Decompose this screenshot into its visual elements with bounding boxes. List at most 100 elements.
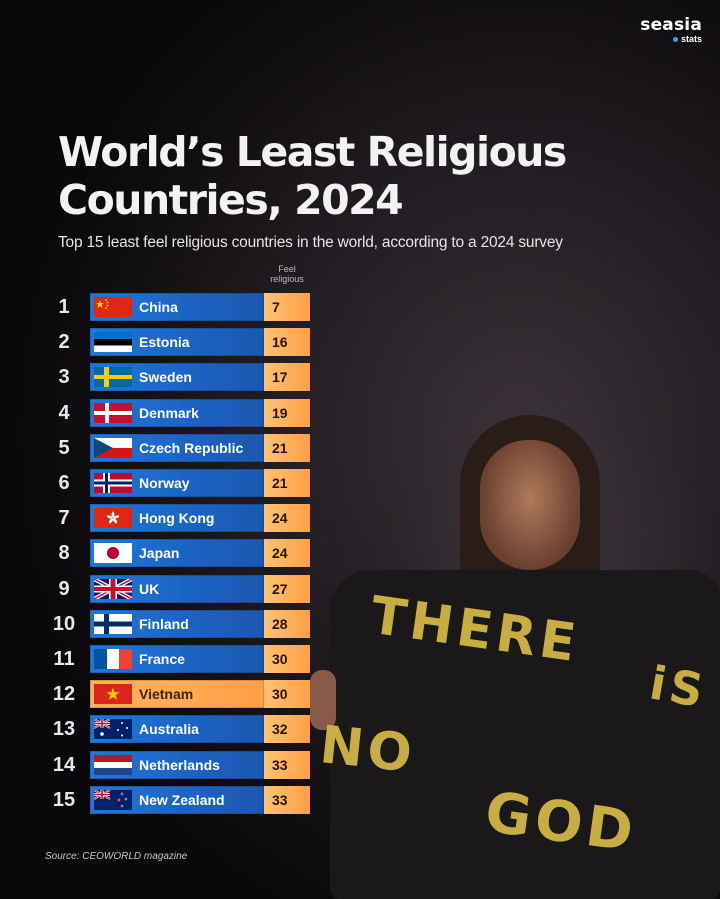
feel-religious-value: 30 xyxy=(264,645,310,673)
country-name: Hong Kong xyxy=(139,510,215,527)
hongkong-flag-icon xyxy=(94,508,132,529)
country-bar: Hong Kong xyxy=(90,504,264,533)
rank-number: 13 xyxy=(52,718,76,741)
rank-number: 9 xyxy=(58,577,70,600)
country-name: UK xyxy=(139,580,160,597)
table-row: 2 Estonia 16 xyxy=(0,328,320,357)
netherlands-flag-icon xyxy=(94,754,132,775)
source-note: Source: CEOWORLD magazine xyxy=(45,851,188,862)
seasia-stats-logo: seasia stats xyxy=(640,16,702,44)
rank-number: 2 xyxy=(58,331,70,354)
country-bar: Australia xyxy=(90,715,264,744)
country-bar: Estonia xyxy=(90,328,264,357)
feel-religious-value: 19 xyxy=(264,398,310,427)
country-bar: Sweden xyxy=(90,363,264,392)
feel-religious-value: 24 xyxy=(264,504,310,533)
logo-sub: stats xyxy=(640,34,702,44)
country-bar: Netherlands xyxy=(90,750,264,779)
rank-number: 14 xyxy=(52,753,76,776)
country-name: Denmark xyxy=(139,404,199,421)
table-row: 14 Netherlands 33 xyxy=(0,750,320,779)
country-bar: New Zealand xyxy=(90,785,264,814)
title-line-1: World’s Least Religious xyxy=(58,128,567,176)
table-row: 9 UK 27 xyxy=(0,574,320,603)
uk-flag-icon xyxy=(94,578,132,599)
vietnam-flag-icon xyxy=(94,684,132,705)
country-bar: Denmark xyxy=(90,398,264,427)
rank-number: 8 xyxy=(58,542,70,565)
country-bar: China xyxy=(90,293,264,321)
feel-religious-value: 17 xyxy=(264,363,310,392)
page-title: World’s Least Religious Countries, 2024 xyxy=(58,128,567,224)
rank-number: 10 xyxy=(52,612,76,635)
logo-sub-text: stats xyxy=(680,34,702,44)
japan-flag-icon xyxy=(94,543,132,564)
poster-text-no: NO xyxy=(317,715,419,785)
table-row: 5 Czech Republic 21 xyxy=(0,433,320,462)
france-flag-icon xyxy=(94,649,132,669)
country-name: Vietnam xyxy=(139,686,194,703)
column-header-feel-religious: Feel religious xyxy=(264,264,310,284)
feel-religious-value: 24 xyxy=(264,539,310,568)
country-bar: UK xyxy=(90,574,264,603)
rank-number: 11 xyxy=(53,648,75,670)
table-row: 6 Norway 21 xyxy=(0,469,320,497)
rank-number: 3 xyxy=(58,366,70,389)
photo-poster xyxy=(330,570,720,899)
country-bar: Vietnam xyxy=(90,680,264,709)
feel-religious-value: 21 xyxy=(264,469,310,497)
country-bar: Norway xyxy=(90,469,264,497)
rank-number: 7 xyxy=(58,507,70,530)
logo-brand: seasia xyxy=(640,15,702,35)
finland-flag-icon xyxy=(94,613,132,634)
rank-number: 1 xyxy=(58,296,70,318)
table-row: 8 Japan 24 xyxy=(0,539,320,568)
photo-girl-with-sign: THERE iS NO GOD xyxy=(310,400,720,899)
title-line-2: Countries, 2024 xyxy=(58,176,404,224)
country-bar: Czech Republic xyxy=(90,433,264,462)
czech-flag-icon xyxy=(94,437,132,458)
feel-religious-value: 28 xyxy=(264,609,310,638)
country-name: Estonia xyxy=(139,334,190,351)
country-name: Norway xyxy=(139,475,190,491)
subtitle: Top 15 least feel religious countries in… xyxy=(58,234,563,251)
rank-number: 5 xyxy=(58,436,70,459)
table-row: 7 Hong Kong 24 xyxy=(0,504,320,533)
feel-religious-value: 33 xyxy=(264,750,310,779)
australia-flag-icon xyxy=(94,719,132,740)
rank-number: 6 xyxy=(58,472,70,494)
country-bar: France xyxy=(90,645,264,673)
feel-religious-value: 7 xyxy=(264,293,310,321)
rank-number: 12 xyxy=(52,683,76,706)
denmark-flag-icon xyxy=(94,402,132,423)
column-header-line-2: religious xyxy=(270,274,304,284)
feel-religious-value: 32 xyxy=(264,715,310,744)
feel-religious-value: 16 xyxy=(264,328,310,357)
country-name: Sweden xyxy=(139,369,192,386)
sweden-flag-icon xyxy=(94,367,132,388)
country-name: Finland xyxy=(139,615,189,632)
country-name: Australia xyxy=(139,721,199,738)
table-row: 4 Denmark 19 xyxy=(0,398,320,427)
rank-number: 15 xyxy=(52,788,76,811)
country-name: Japan xyxy=(139,545,180,562)
country-name: France xyxy=(139,651,185,667)
table-row: 12 Vietnam 30 xyxy=(0,680,320,709)
feel-religious-value: 30 xyxy=(264,680,310,709)
country-bar: Japan xyxy=(90,539,264,568)
table-row: 13 Australia 32 xyxy=(0,715,320,744)
newzealand-flag-icon xyxy=(94,789,132,810)
country-name: Netherlands xyxy=(139,756,220,773)
table-row: 10 Finland 28 xyxy=(0,609,320,638)
column-header-line-1: Feel xyxy=(278,264,296,274)
country-name: China xyxy=(139,299,178,315)
norway-flag-icon xyxy=(94,473,132,493)
logo-dot-icon xyxy=(672,36,678,42)
feel-religious-value: 33 xyxy=(264,785,310,814)
rank-number: 4 xyxy=(58,401,70,424)
table-row: 11 France 30 xyxy=(0,645,320,673)
feel-religious-value: 27 xyxy=(264,574,310,603)
country-name: Czech Republic xyxy=(139,439,244,456)
photo-face xyxy=(480,440,580,570)
table-row: 3 Sweden 17 xyxy=(0,363,320,392)
